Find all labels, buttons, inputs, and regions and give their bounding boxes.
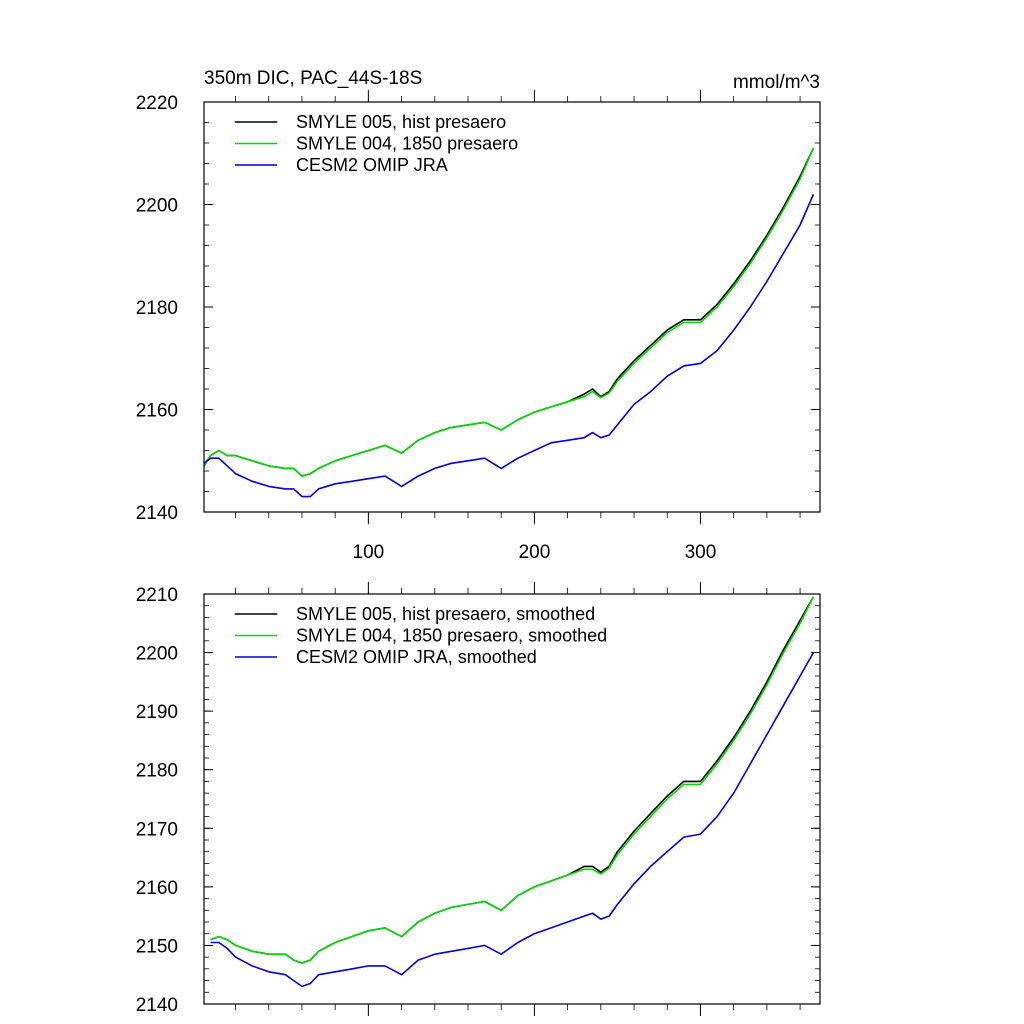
y-tick-label: 2140 — [136, 995, 178, 1016]
x-tick-label: 100 — [353, 542, 385, 563]
series-line-2 — [210, 596, 815, 964]
y-tick-label: 2160 — [136, 401, 178, 422]
y-tick-label: 2150 — [136, 936, 178, 957]
plot-frame — [203, 593, 821, 1005]
x-tick-label: 300 — [685, 542, 717, 563]
y-tick-label: 2200 — [136, 196, 178, 217]
legend-label-3: CESM2 OMIP JRA — [296, 155, 448, 175]
y-tick-label: 2170 — [136, 819, 178, 840]
series-line-3 — [210, 652, 815, 988]
series-line-3 — [203, 193, 815, 498]
top-panel-title: 350m DIC, PAC_44S-18S — [204, 68, 422, 89]
legend-label-2: SMYLE 004, 1850 presaero, smoothed — [296, 626, 607, 646]
x-tick-label: 200 — [519, 542, 551, 563]
legend-label-3: CESM2 OMIP JRA, smoothed — [296, 647, 537, 667]
y-tick-label: 2160 — [136, 878, 178, 899]
series-line-2 — [203, 147, 815, 477]
y-tick-label: 2140 — [136, 503, 178, 524]
legend-label-2: SMYLE 004, 1850 presaero — [296, 134, 518, 154]
legend-label-1: SMYLE 005, hist presaero, smoothed — [296, 604, 595, 624]
y-tick-label: 2180 — [136, 761, 178, 782]
y-tick-label: 2180 — [136, 298, 178, 319]
y-tick-label: 2200 — [136, 644, 178, 665]
y-tick-label: 2210 — [136, 585, 178, 606]
top-panel-units: mmol/m^3 — [733, 72, 820, 93]
y-tick-label: 2220 — [136, 93, 178, 114]
legend-label-1: SMYLE 005, hist presaero — [296, 112, 506, 132]
series-line-1 — [203, 147, 815, 477]
top-panel: 350m DIC, PAC_44S-18S mmol/m^3 2140 2160 2… — [136, 68, 821, 563]
y-tick-label: 2190 — [136, 702, 178, 723]
bottom-panel: 2140 2150 2160 2170 2180 2190 2200 2210 SMYLE 00… — [136, 582, 821, 1016]
